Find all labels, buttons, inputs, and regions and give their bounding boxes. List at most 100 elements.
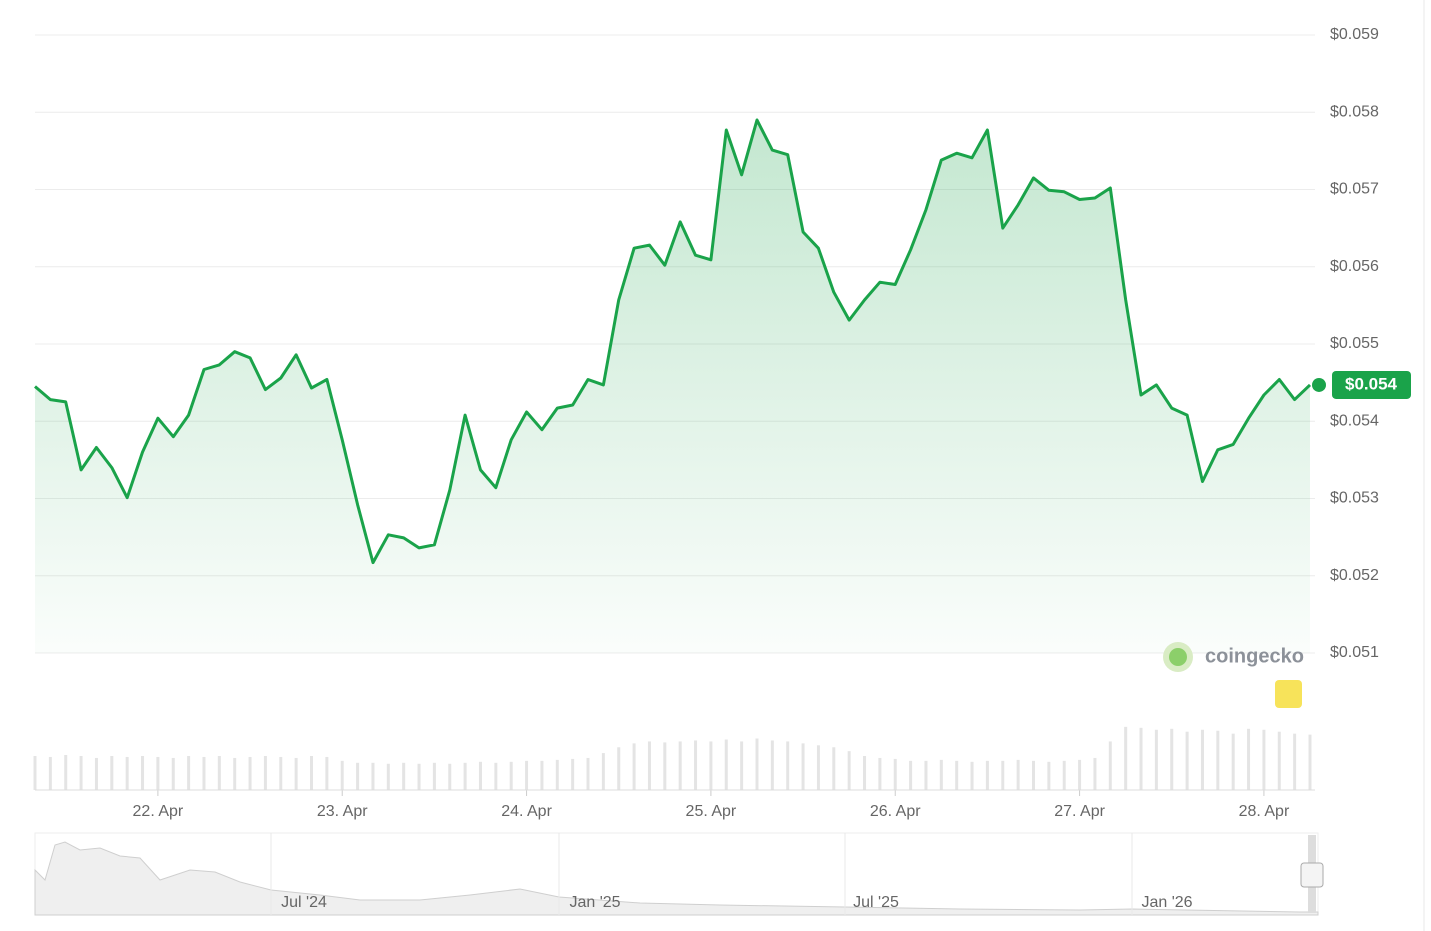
volume-bar <box>1078 759 1082 790</box>
volume-bar <box>678 741 682 790</box>
y-tick-label: $0.053 <box>1330 490 1379 507</box>
volume-bar <box>463 762 467 790</box>
volume-bar <box>555 759 559 790</box>
y-tick-label: $0.052 <box>1330 567 1379 584</box>
volume-bar <box>402 762 406 790</box>
volume-bar <box>1124 726 1128 790</box>
navigator-label: Jul '25 <box>853 894 899 911</box>
logo-icon-inner <box>1169 648 1187 666</box>
badge-icon <box>1275 680 1302 708</box>
navigator-label: Jan '26 <box>1141 894 1192 911</box>
volume-bar <box>448 763 452 790</box>
volume-bar <box>924 760 928 790</box>
y-tick-label: $0.056 <box>1330 258 1379 275</box>
price-badge-label: $0.054 <box>1345 374 1398 393</box>
watermark: coingecko <box>1205 645 1304 667</box>
volume-bar <box>847 751 851 790</box>
volume-bar <box>525 760 529 790</box>
x-tick-label: 22. Apr <box>133 803 184 820</box>
volume-bar <box>832 747 836 790</box>
volume-bar <box>617 747 621 790</box>
volume-bar <box>217 756 221 790</box>
volume-bar <box>478 761 482 790</box>
navigator-area <box>34 841 1319 916</box>
volume-bar <box>1047 761 1051 790</box>
volume-bar <box>125 756 129 790</box>
volume-bar <box>540 760 544 790</box>
volume-bar <box>586 757 590 790</box>
price-line <box>34 118 1312 565</box>
x-tick-label: 28. Apr <box>1239 803 1290 820</box>
volume-bar <box>386 763 390 790</box>
volume-bar <box>371 762 375 790</box>
volume-bar <box>970 761 974 790</box>
volume-bar <box>33 756 37 790</box>
volume-bar <box>1001 760 1005 790</box>
volume-bar <box>263 756 267 790</box>
x-tick-label: 25. Apr <box>686 803 737 820</box>
price-badge <box>1332 370 1411 399</box>
x-tick-label: 24. Apr <box>501 803 552 820</box>
volume-bar <box>64 755 68 790</box>
volume-bar <box>863 756 867 790</box>
volume-bar <box>1016 759 1020 790</box>
volume-bar <box>1231 733 1235 790</box>
volume-bar <box>1308 734 1312 790</box>
volume-bar <box>1247 728 1251 790</box>
volume-bar <box>340 760 344 790</box>
volume-bar <box>632 743 636 790</box>
volume-bar <box>1185 731 1189 790</box>
volume-bar <box>171 757 175 790</box>
y-tick-label: $0.059 <box>1330 26 1379 43</box>
volume-bar <box>325 756 329 790</box>
navigator-label: Jan '25 <box>569 894 620 911</box>
volume-bar <box>156 756 160 790</box>
volume-bar <box>417 763 421 790</box>
volume-bar <box>663 742 667 790</box>
volume-bar <box>187 756 191 790</box>
volume-bar <box>1277 731 1281 790</box>
volume-bar <box>356 762 360 790</box>
volume-bar <box>755 738 759 790</box>
volume-bar <box>909 760 913 790</box>
volume-bar <box>1093 757 1097 790</box>
volume-bar <box>1062 760 1066 790</box>
volume-bar <box>141 756 145 790</box>
y-tick-label: $0.058 <box>1330 103 1379 120</box>
navigator-handle[interactable] <box>1300 862 1324 888</box>
volume-bar <box>985 760 989 790</box>
volume-bar <box>279 756 283 790</box>
y-tick-label: $0.055 <box>1330 335 1379 352</box>
area-fill <box>35 120 1310 653</box>
volume-bar <box>893 758 897 790</box>
volume-bar <box>801 743 805 790</box>
volume-bar <box>816 745 820 790</box>
volume-bar <box>1154 729 1158 790</box>
volume-bar <box>878 757 882 790</box>
volume-bar <box>770 740 774 790</box>
volume-bar <box>740 741 744 790</box>
volume-bar <box>1139 727 1143 790</box>
volume-bar <box>310 756 314 790</box>
volume-bar <box>647 741 651 790</box>
volume-bar <box>1216 730 1220 790</box>
volume-bar <box>233 757 237 790</box>
volume-bar <box>432 762 436 790</box>
volume-bar <box>601 753 605 790</box>
volume-bar <box>786 741 790 790</box>
y-tick-label: $0.057 <box>1330 181 1379 198</box>
volume-bar <box>1200 729 1204 790</box>
volume-bar <box>724 739 728 790</box>
volume-bar <box>494 762 498 790</box>
volume-bar <box>110 756 114 790</box>
volume-bar <box>94 757 98 790</box>
navigator-label: Jul '24 <box>281 894 327 911</box>
volume-bar <box>1108 741 1112 790</box>
volume-bar <box>509 761 513 790</box>
x-tick-label: 27. Apr <box>1054 803 1105 820</box>
volume-bar <box>202 756 206 790</box>
x-tick-label: 23. Apr <box>317 803 368 820</box>
volume-bar <box>1031 760 1035 790</box>
